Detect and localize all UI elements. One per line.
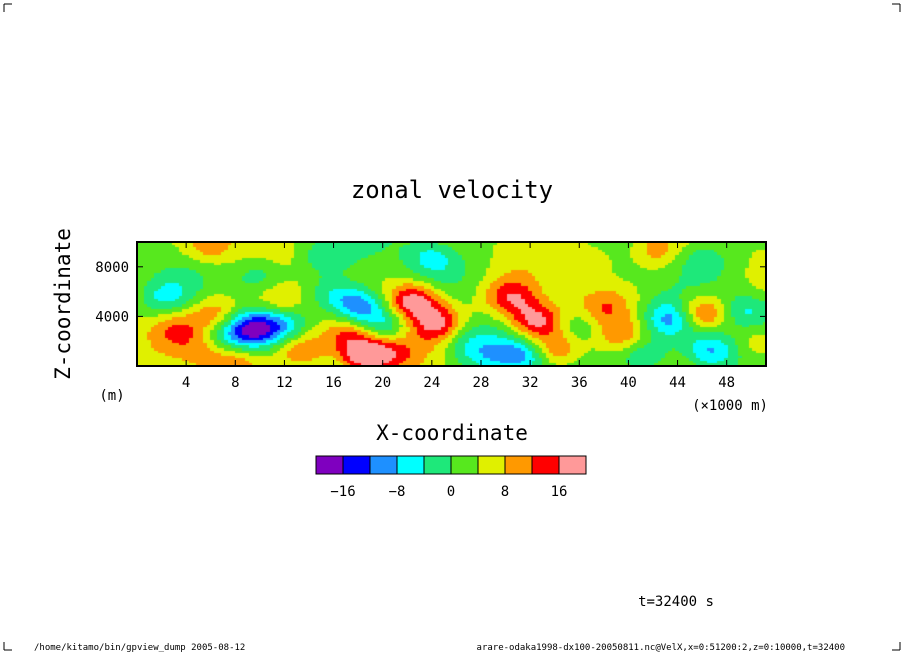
time-annotation: t=32400 s bbox=[638, 594, 714, 610]
x-tick-label: 24 bbox=[423, 375, 440, 391]
colorbar-swatch bbox=[396, 455, 425, 475]
x-tick-label: 48 bbox=[718, 375, 735, 391]
velocity-contour-field bbox=[137, 242, 766, 366]
colorbar-swatch bbox=[369, 455, 398, 475]
x-tick-label: 4 bbox=[182, 375, 190, 391]
x-axis-label: X-coordinate bbox=[376, 421, 528, 445]
x-tick-label: 44 bbox=[669, 375, 686, 391]
x-tick-label: 8 bbox=[231, 375, 239, 391]
colorbar-ticks: −16 −8 0 8 16 bbox=[330, 484, 567, 500]
y-tick-label: 8000 bbox=[95, 260, 129, 276]
x-tick-label: 36 bbox=[571, 375, 588, 391]
colorbar-tick-label: −16 bbox=[330, 484, 355, 500]
chart-title: zonal velocity bbox=[351, 176, 553, 204]
colorbar-swatch bbox=[450, 455, 479, 475]
y-axis-unit: (m) bbox=[99, 388, 124, 404]
plot-frame bbox=[136, 241, 767, 367]
colorbar-swatch bbox=[423, 455, 452, 475]
colorbar-tick-label: 16 bbox=[551, 484, 568, 500]
x-tick-label: 16 bbox=[325, 375, 342, 391]
colorbar-swatch bbox=[531, 455, 560, 475]
colorbar-tick-label: 8 bbox=[501, 484, 509, 500]
x-tick-label: 20 bbox=[374, 375, 391, 391]
colorbar-swatch bbox=[504, 455, 533, 475]
colorbar-swatch bbox=[342, 455, 371, 475]
colorbar-swatch bbox=[558, 455, 587, 475]
colorbar-tick-label: 0 bbox=[447, 484, 455, 500]
x-axis-unit: (×1000 m) bbox=[692, 398, 768, 414]
corner-marks bbox=[3, 3, 901, 651]
x-axis-ticks: 4 8 12 16 20 24 28 32 36 40 44 48 bbox=[182, 242, 735, 391]
colorbar-swatch bbox=[315, 455, 344, 475]
x-tick-label: 12 bbox=[276, 375, 293, 391]
y-axis-ticks: 4000 8000 bbox=[95, 260, 766, 325]
footer-left-text: /home/kitamo/bin/gpview_dump 2005-08-12 bbox=[34, 643, 245, 653]
colorbar-swatch bbox=[477, 455, 506, 475]
x-tick-label: 40 bbox=[620, 375, 637, 391]
x-tick-label: 32 bbox=[522, 375, 539, 391]
colorbar-tick-label: −8 bbox=[389, 484, 406, 500]
y-tick-label: 4000 bbox=[95, 309, 129, 325]
footer-right-text: arare-odaka1998-dx100-20050811.nc@VelX,x… bbox=[477, 643, 845, 653]
colorbar bbox=[315, 455, 587, 475]
x-tick-label: 28 bbox=[473, 375, 490, 391]
y-axis-label: Z-coordinate bbox=[51, 228, 75, 380]
